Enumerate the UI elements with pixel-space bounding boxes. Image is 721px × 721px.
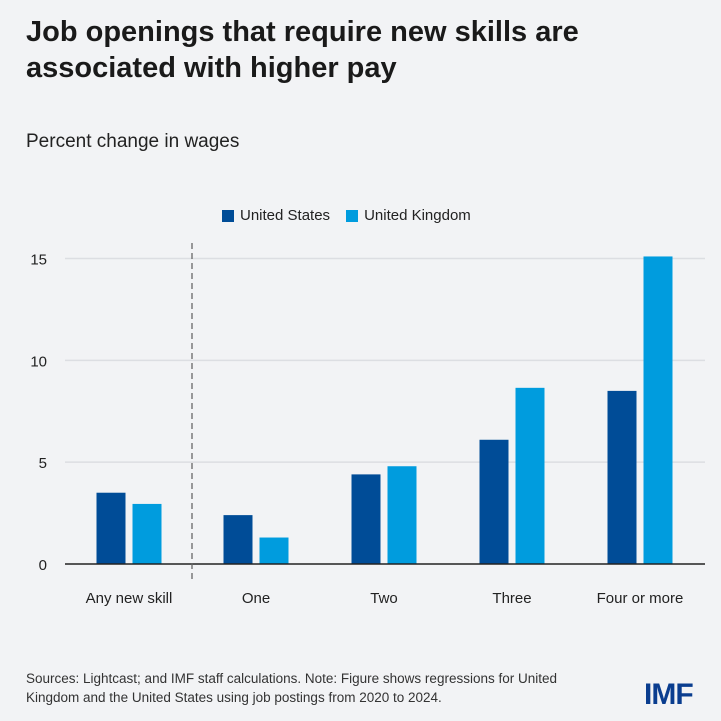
bar-us bbox=[351, 474, 381, 564]
legend-label-us: United States bbox=[240, 207, 331, 224]
x-tick-label: One bbox=[242, 590, 270, 607]
legend: United States United Kingdom bbox=[222, 207, 471, 224]
y-tick-label: 15 bbox=[30, 252, 47, 269]
y-tick-label: 10 bbox=[30, 353, 47, 370]
legend-item-uk: United Kingdom bbox=[346, 207, 471, 224]
source-note: Sources: Lightcast; and IMF staff calcul… bbox=[26, 671, 557, 705]
y-tick-label: 5 bbox=[39, 455, 47, 472]
y-tick-label: 0 bbox=[39, 557, 47, 574]
bar-uk bbox=[132, 503, 162, 564]
legend-item-us: United States bbox=[222, 207, 330, 224]
y-axis-label: Percent change in wages bbox=[26, 131, 240, 152]
legend-swatch-us bbox=[222, 209, 234, 222]
bar-us bbox=[96, 492, 126, 564]
bar-us bbox=[479, 439, 509, 564]
x-tick-label: Two bbox=[370, 590, 398, 607]
bar-uk bbox=[387, 466, 417, 564]
bar-uk bbox=[643, 256, 673, 564]
bar-us bbox=[607, 390, 637, 564]
legend-label-uk: United Kingdom bbox=[364, 207, 471, 224]
bar-us bbox=[223, 515, 253, 564]
bar-uk bbox=[259, 537, 289, 564]
legend-swatch-uk bbox=[346, 209, 359, 222]
x-tick-label: Any new skill bbox=[86, 590, 173, 607]
chart-title: Job openings that require new skills are… bbox=[26, 16, 579, 84]
bar-uk bbox=[515, 387, 545, 564]
x-tick-label: Four or more bbox=[597, 590, 684, 607]
x-tick-label: Three bbox=[492, 590, 531, 607]
imf-logo: IMF bbox=[644, 678, 694, 711]
